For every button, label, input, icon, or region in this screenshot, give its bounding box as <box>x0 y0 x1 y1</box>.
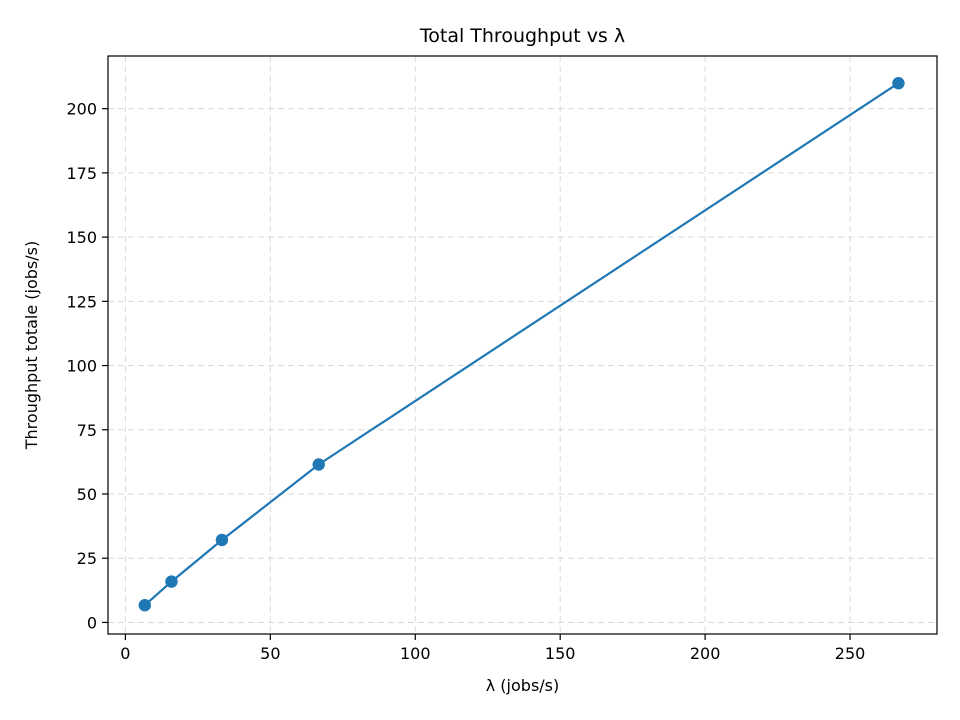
y-tick-label: 75 <box>77 421 97 440</box>
plot-area-frame <box>107 55 938 635</box>
x-tick-label: 250 <box>835 644 866 663</box>
axis-ticks: 0 50 100 150 200 250 0 25 50 75 100 125 150 175 200 <box>66 100 865 663</box>
y-tick-label: 100 <box>66 357 97 376</box>
data-point <box>312 458 325 471</box>
x-axis-label: λ (jobs/s) <box>486 676 560 695</box>
data-point <box>892 77 905 90</box>
data-point <box>138 599 152 612</box>
grid-lines <box>108 56 937 634</box>
y-tick-label: 150 <box>66 228 97 247</box>
x-tick-label: 150 <box>545 644 576 663</box>
data-series <box>138 77 905 612</box>
y-tick-label: 200 <box>66 100 97 119</box>
y-tick-label: 125 <box>66 292 97 311</box>
y-tick-label: 25 <box>77 549 97 568</box>
x-tick-label: 200 <box>690 644 721 663</box>
x-tick-label: 50 <box>260 644 280 663</box>
y-tick-label: 0 <box>87 613 97 632</box>
y-axis-label: Throughput totale (jobs/s) <box>22 241 41 450</box>
data-point <box>215 533 229 547</box>
y-tick-label: 50 <box>77 485 97 504</box>
x-tick-label: 100 <box>400 644 431 663</box>
chart-title: Total Throughput vs λ <box>419 25 625 47</box>
data-point <box>165 575 178 588</box>
x-tick-label: 0 <box>120 644 130 663</box>
y-tick-label: 175 <box>66 164 97 183</box>
